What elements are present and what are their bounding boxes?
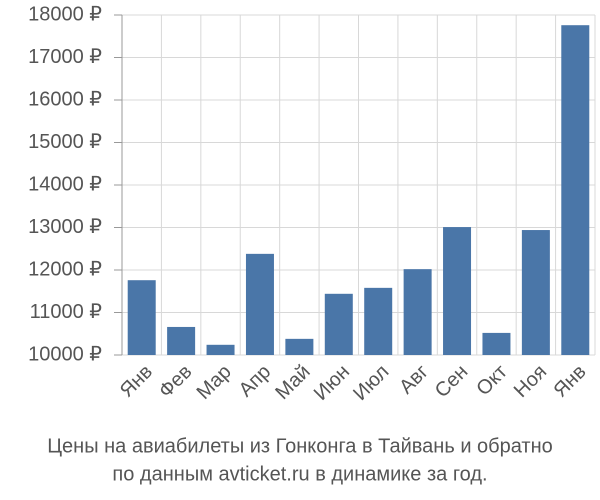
y-tick-label: 15000 ₽ bbox=[28, 131, 102, 153]
bar bbox=[245, 253, 274, 355]
bar bbox=[285, 338, 314, 355]
bar bbox=[443, 227, 472, 355]
x-tick-label: Мар bbox=[193, 361, 236, 404]
x-tick-label: Июн bbox=[310, 361, 354, 405]
bar bbox=[364, 287, 393, 355]
bar bbox=[206, 344, 235, 355]
x-tick-label: Сен bbox=[431, 361, 472, 402]
y-tick-label: 10000 ₽ bbox=[28, 343, 102, 365]
y-tick-label: 11000 ₽ bbox=[30, 301, 103, 323]
chart-title: Цены на авиабилеты из Гонконга в Тайвань… bbox=[47, 435, 553, 457]
y-tick-label: 14000 ₽ bbox=[28, 173, 102, 195]
bar bbox=[127, 280, 156, 355]
bar bbox=[521, 230, 550, 355]
bar bbox=[167, 326, 196, 355]
y-tick-label: 16000 ₽ bbox=[28, 88, 102, 110]
x-tick-label: Авг bbox=[395, 361, 433, 399]
chart-subtitle: по данным avticket.ru в динамике за год. bbox=[112, 463, 487, 485]
bar bbox=[482, 332, 511, 355]
bar bbox=[403, 269, 432, 355]
y-tick-label: 17000 ₽ bbox=[28, 46, 102, 68]
x-tick-label: Ноя bbox=[510, 361, 551, 402]
y-tick-label: 13000 ₽ bbox=[28, 216, 102, 238]
x-tick-label: Июл bbox=[349, 361, 393, 405]
x-tick-label: Фев bbox=[155, 361, 197, 403]
y-tick-label: 18000 ₽ bbox=[28, 3, 102, 25]
x-tick-label: Янв bbox=[549, 361, 590, 402]
bar bbox=[324, 293, 353, 355]
x-tick-label: Апр bbox=[235, 361, 276, 402]
bar bbox=[561, 25, 590, 355]
x-tick-label: Окт bbox=[472, 361, 511, 400]
x-tick-label: Янв bbox=[116, 361, 157, 402]
y-tick-label: 12000 ₽ bbox=[28, 258, 102, 280]
x-tick-label: Май bbox=[271, 361, 314, 404]
